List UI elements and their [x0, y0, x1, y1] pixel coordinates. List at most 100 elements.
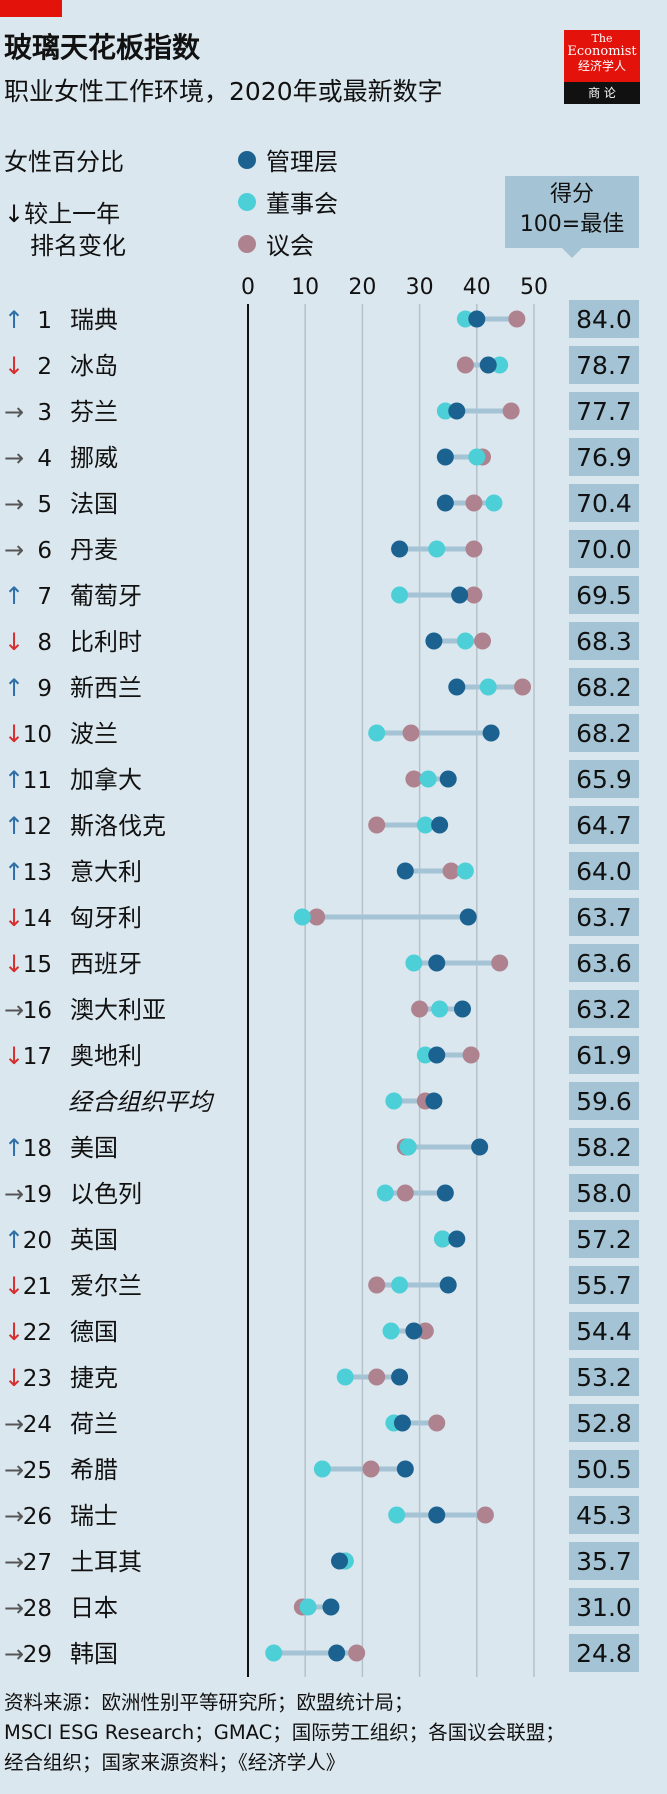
country-row: ↓14 匈牙利 63.7: [4, 898, 639, 936]
score-box: [569, 1036, 639, 1074]
score-header-title: 得分: [549, 182, 594, 207]
rank-change-same-icon: →: [4, 490, 24, 518]
parliament-point: [465, 586, 483, 604]
source-line-1: 资料来源：欧洲性别平等研究所；欧盟统计局；: [4, 1691, 414, 1714]
row-label: 加拿大: [70, 766, 142, 794]
rank-number: 21: [23, 1274, 52, 1300]
board-point: [265, 1644, 283, 1662]
rank-change-up-icon: ↑: [4, 582, 24, 610]
row-label: 挪威: [70, 444, 118, 472]
rank-number: 8: [37, 630, 52, 656]
management-point: [425, 632, 443, 650]
management-point: [396, 1460, 414, 1478]
country-row: →19 以色列 58.0: [4, 1174, 639, 1212]
country-row: ↓17 奥地利 61.9: [4, 1036, 639, 1074]
management-point: [436, 448, 454, 466]
board-point: [433, 1230, 451, 1248]
country-row: ↓15 西班牙 63.6: [4, 944, 639, 982]
source-line-2: MSCI ESG Research；GMAC；国际劳工组织；各国议会联盟；: [4, 1721, 565, 1744]
average-row: 经合组织平均 59.6: [68, 1082, 639, 1120]
score-header-note: 100=最佳: [519, 212, 625, 237]
country-row: →27 土耳其 35.7: [4, 1542, 639, 1580]
score-header: 得分 100=最佳: [505, 176, 639, 248]
rank-change-same-icon: →: [4, 1456, 24, 1484]
management-point: [331, 1552, 349, 1570]
board-point: [431, 1000, 449, 1018]
row-label: 波兰: [70, 720, 118, 748]
board-point: [456, 862, 474, 880]
management-point: [468, 310, 486, 328]
score-box: [569, 1404, 639, 1442]
score-value: 45.3: [576, 1501, 632, 1530]
score-value: 57.2: [576, 1225, 632, 1254]
source-line-3: 经合组织；国家来源资料；《经济学人》: [4, 1751, 346, 1774]
rank-number: 22: [23, 1320, 52, 1346]
x-tick-label: 10: [291, 275, 319, 300]
score-box: [569, 484, 639, 522]
rank-number: 17: [23, 1044, 52, 1070]
board-point: [416, 816, 434, 834]
rank-number: 25: [23, 1458, 52, 1484]
board-point: [368, 724, 386, 742]
score-box: [569, 990, 639, 1028]
score-value: 68.3: [576, 627, 632, 656]
score-box: [569, 760, 639, 798]
rank-number: 7: [37, 584, 52, 610]
board-point: [479, 678, 497, 696]
score-value: 65.9: [576, 765, 632, 794]
parliament-point: [474, 632, 492, 650]
row-label: 美国: [70, 1134, 118, 1162]
score-value: 54.4: [576, 1317, 632, 1346]
rank-change-up-icon: ↑: [4, 1134, 24, 1162]
parliament-point: [456, 356, 474, 374]
x-tick-label: 30: [406, 275, 434, 300]
score-box: [569, 438, 639, 476]
parliament-point: [368, 816, 386, 834]
score-box: [569, 852, 639, 890]
source-note: 资料来源：欧洲性别平等研究所；欧盟统计局； MSCI ESG Research；…: [4, 1688, 664, 1778]
board-dot-icon: [238, 192, 256, 211]
chart-title: 玻璃天花板指数: [4, 31, 201, 64]
score-value: 78.7: [576, 351, 632, 380]
management-point: [328, 1644, 346, 1662]
country-row: ↓10 波兰 68.2: [4, 714, 639, 752]
management-point: [391, 1368, 409, 1386]
parliament-point: [308, 908, 326, 926]
country-row: →28 日本 31.0: [4, 1588, 639, 1626]
rank-change-same-icon: →: [4, 536, 24, 564]
legend-item-management: 管理层: [238, 142, 338, 177]
parliament-point: [465, 494, 483, 512]
legend-item-parliament: 议会: [238, 226, 314, 261]
row-label: 比利时: [70, 628, 142, 656]
board-point: [485, 494, 503, 512]
row-label: 日本: [70, 1594, 118, 1622]
rank-change-legend-line2: 排名变化: [30, 232, 126, 260]
score-value: 63.2: [576, 995, 632, 1024]
row-label: 新西兰: [70, 674, 142, 702]
country-row: ↓22 德国 54.4: [4, 1312, 639, 1350]
board-point: [405, 954, 423, 972]
country-row: → 5 法国 70.4: [4, 484, 639, 522]
row-label: 斯洛伐克: [70, 812, 166, 840]
rank-change-down-icon: ↓: [4, 904, 24, 932]
score-box: [569, 392, 639, 430]
score-value: 59.6: [576, 1087, 632, 1116]
score-box: [569, 1542, 639, 1580]
row-label: 英国: [70, 1226, 118, 1254]
score-value: 70.0: [576, 535, 632, 564]
score-box: [569, 1266, 639, 1304]
rank-number: 28: [23, 1596, 52, 1622]
score-value: 69.5: [576, 581, 632, 610]
logo-text-shanglun: 商 论: [564, 82, 640, 104]
parliament-point: [476, 1506, 494, 1524]
row-label: 奥地利: [70, 1042, 142, 1070]
rank-change-down-icon: ↓: [4, 720, 24, 748]
management-point: [428, 954, 446, 972]
rank-number: 1: [37, 308, 52, 334]
score-value: 84.0: [576, 305, 632, 334]
rank-change-same-icon: →: [4, 1180, 24, 1208]
parliament-point: [514, 678, 532, 696]
row-label: 法国: [70, 490, 118, 518]
country-row: ↓23 捷克 53.2: [4, 1358, 639, 1396]
rank-number: 14: [23, 906, 52, 932]
